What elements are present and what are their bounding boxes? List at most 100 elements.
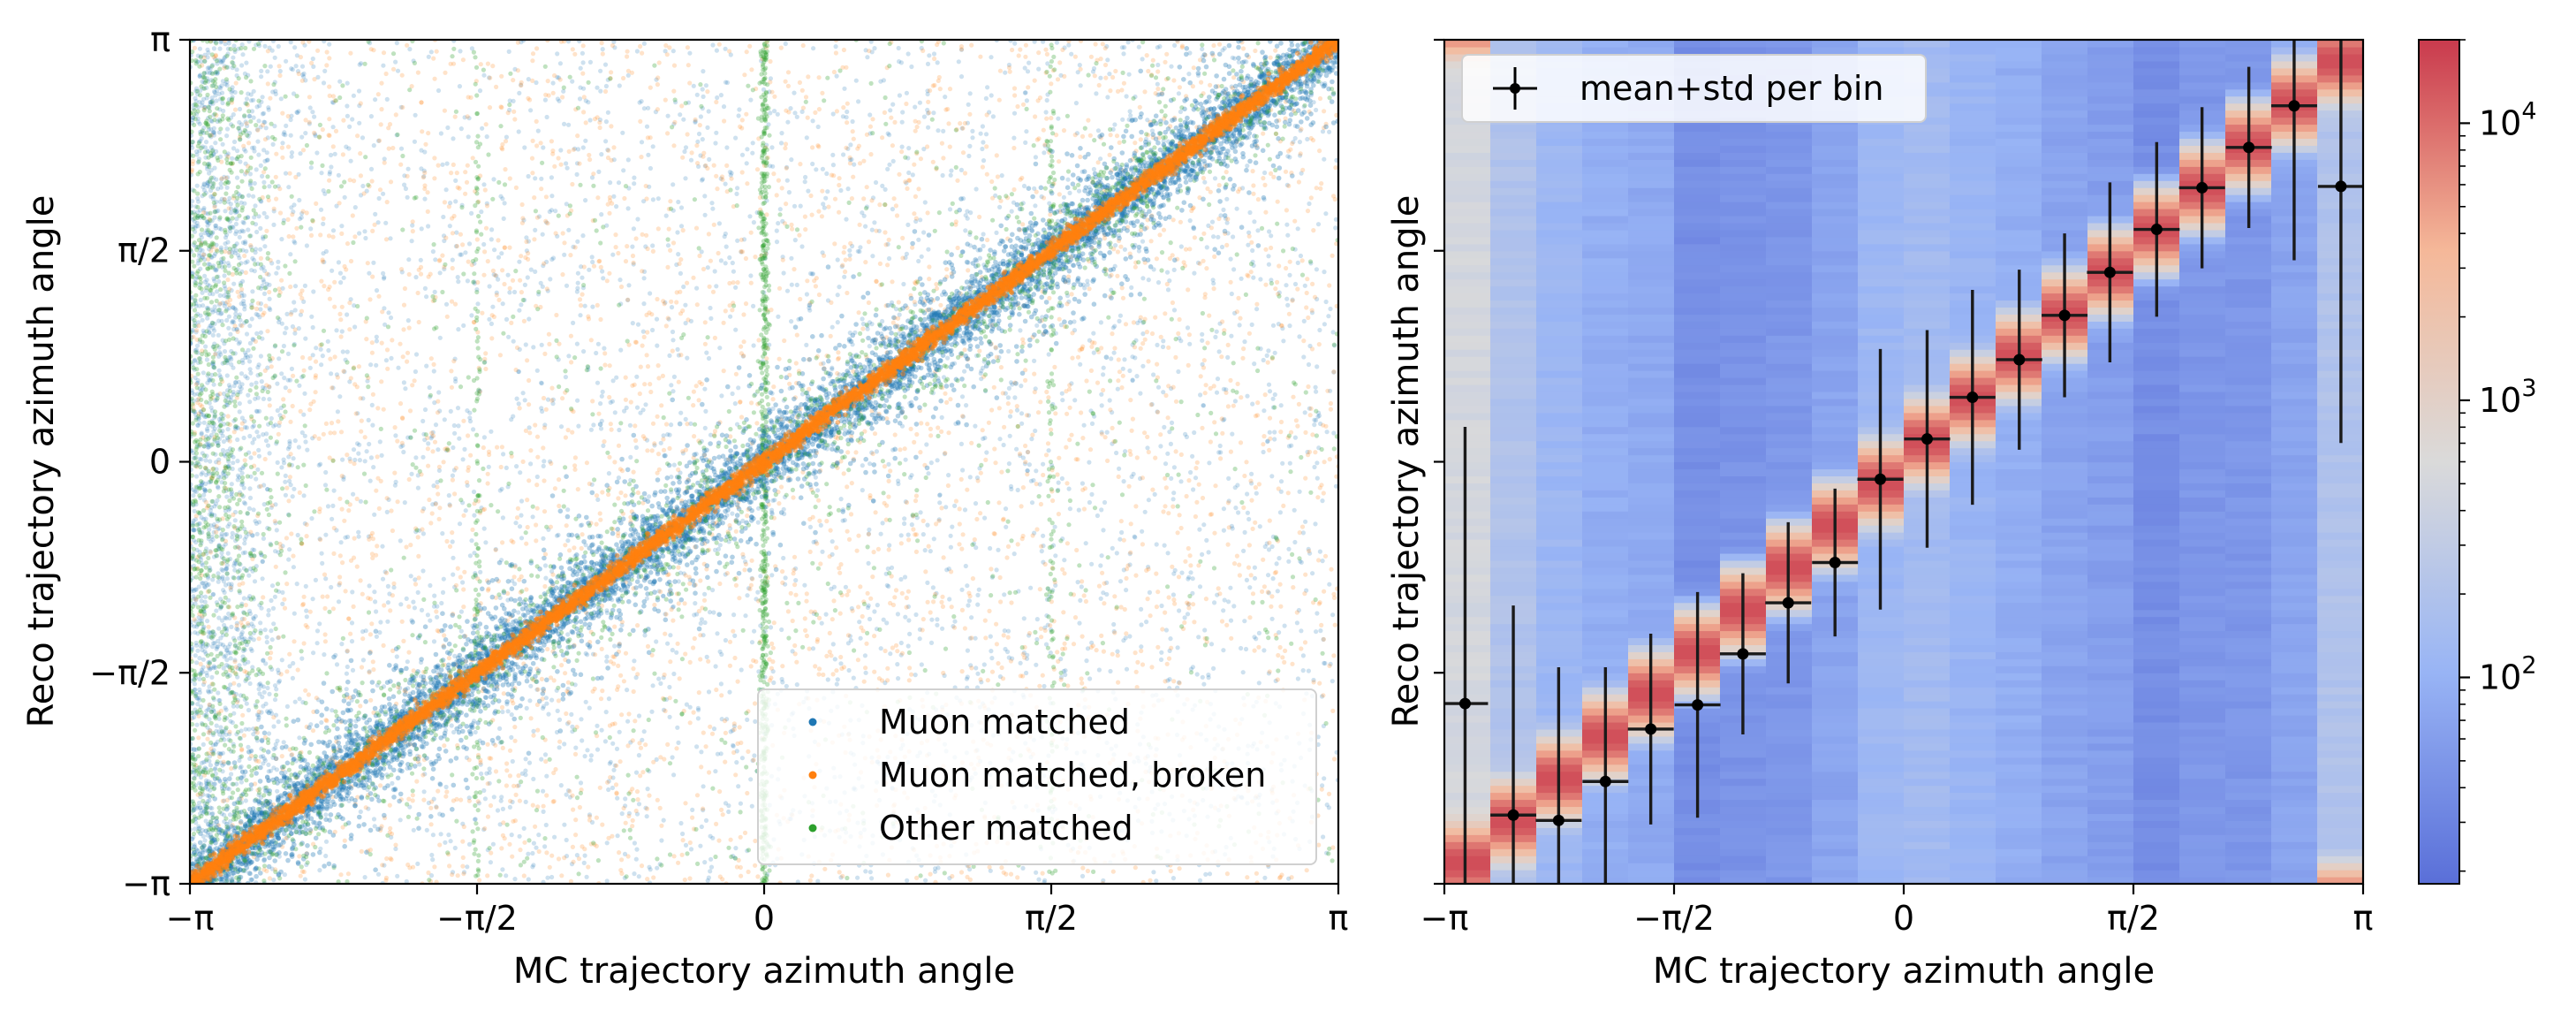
point-muon-matched	[389, 316, 393, 320]
point-muon-matched	[900, 110, 905, 114]
point-muon-matched	[212, 254, 216, 258]
point-muon-matched	[713, 141, 717, 145]
point-muon-matched	[206, 65, 210, 70]
point-muon-matched	[545, 876, 549, 880]
point-muon-matched	[463, 250, 467, 255]
point-muon-matched	[1183, 432, 1187, 437]
point-muon-matched	[193, 358, 197, 362]
point-muon-matched	[488, 766, 492, 771]
point-muon-matched	[1115, 551, 1119, 555]
point-muon-matched	[1084, 541, 1088, 545]
point-muon-matched	[523, 283, 527, 287]
point-muon-matched	[667, 685, 671, 689]
point-muon-matched	[510, 833, 514, 837]
point-muon-matched	[259, 163, 263, 168]
point-muon-matched	[590, 305, 595, 309]
point-muon-matched	[228, 332, 232, 337]
point-muon-matched	[461, 323, 466, 328]
point-muon-matched	[1171, 592, 1176, 597]
point-muon-matched	[245, 331, 249, 336]
point-muon-matched	[906, 51, 911, 56]
point-muon-matched	[634, 375, 639, 379]
point-muon-matched	[846, 641, 851, 645]
point-muon-matched	[519, 513, 523, 518]
point-muon-matched	[311, 597, 315, 601]
point-muon-matched	[916, 238, 921, 242]
point-muon-matched	[1091, 331, 1095, 336]
point-muon-matched	[901, 282, 905, 286]
point-muon-matched	[445, 162, 450, 166]
point-muon-matched	[238, 235, 242, 240]
point-muon-matched	[487, 317, 491, 322]
point-muon-matched	[590, 260, 595, 264]
point-muon-matched	[201, 248, 205, 253]
point-muon-matched	[997, 205, 1002, 209]
point-muon-matched	[345, 114, 350, 118]
point-muon-matched	[339, 642, 344, 646]
point-muon-matched	[966, 649, 970, 653]
point-muon-matched	[795, 682, 799, 687]
point-muon-matched	[1276, 589, 1280, 593]
point-muon-matched	[810, 162, 814, 166]
point-muon-matched	[896, 676, 900, 681]
point-muon-matched	[679, 205, 684, 209]
point-muon-matched	[1140, 364, 1145, 369]
point-muon-matched	[1044, 110, 1049, 114]
point-muon-matched	[968, 210, 973, 215]
point-muon-matched	[1011, 136, 1016, 141]
point-muon-matched	[205, 357, 209, 361]
point-muon-matched	[258, 247, 262, 252]
point-muon-matched	[870, 254, 875, 258]
point-muon-matched	[1327, 130, 1331, 134]
point-muon-matched	[633, 840, 637, 845]
point-muon-matched	[1169, 476, 1173, 481]
point-muon-matched	[906, 643, 911, 648]
point-muon-matched	[1085, 278, 1089, 283]
point-muon-matched	[846, 186, 851, 191]
point-muon-matched	[265, 69, 269, 73]
point-muon-matched	[1134, 374, 1139, 378]
point-muon-matched	[263, 627, 268, 632]
point-muon-matched	[1019, 384, 1023, 388]
point-muon-matched	[542, 810, 546, 814]
point-muon-matched	[581, 349, 586, 354]
point-muon-matched	[368, 362, 373, 367]
point-muon-matched	[301, 413, 306, 417]
point-muon-matched	[695, 140, 700, 144]
point-muon-matched	[1034, 663, 1038, 667]
point-muon-matched	[831, 111, 836, 116]
point-muon-matched	[918, 636, 922, 641]
point-muon-matched	[256, 118, 261, 123]
point-muon-matched	[1299, 560, 1304, 565]
point-muon-matched	[679, 224, 684, 228]
point-muon-matched	[700, 617, 704, 621]
point-muon-matched	[1172, 43, 1177, 48]
point-muon-matched	[262, 44, 267, 49]
point-muon-matched	[967, 144, 972, 148]
point-muon-matched	[1045, 98, 1049, 103]
point-muon-matched	[707, 157, 711, 162]
point-muon-matched	[297, 445, 301, 449]
point-muon-matched	[1147, 278, 1151, 282]
point-muon-matched	[256, 434, 261, 438]
point-muon-matched	[248, 455, 253, 460]
point-muon-matched	[267, 184, 271, 188]
point-muon-matched	[1130, 475, 1134, 479]
point-muon-matched	[608, 180, 612, 185]
point-muon-matched	[735, 239, 739, 243]
point-muon-matched	[925, 523, 929, 528]
point-muon-matched	[439, 131, 443, 135]
point-muon-matched	[527, 698, 532, 703]
point-muon-matched	[246, 376, 250, 380]
point-muon-matched	[514, 464, 519, 468]
point-muon-matched	[713, 269, 717, 273]
point-muon-matched	[1078, 362, 1082, 367]
point-muon-matched	[674, 650, 678, 655]
point-muon-matched	[707, 356, 711, 361]
point-muon-matched	[867, 528, 871, 532]
point-muon-matched	[267, 608, 271, 612]
point-muon-matched	[524, 235, 528, 240]
point-muon-matched	[246, 745, 250, 749]
point-muon-matched	[1036, 878, 1041, 882]
point-muon-matched	[936, 60, 940, 65]
